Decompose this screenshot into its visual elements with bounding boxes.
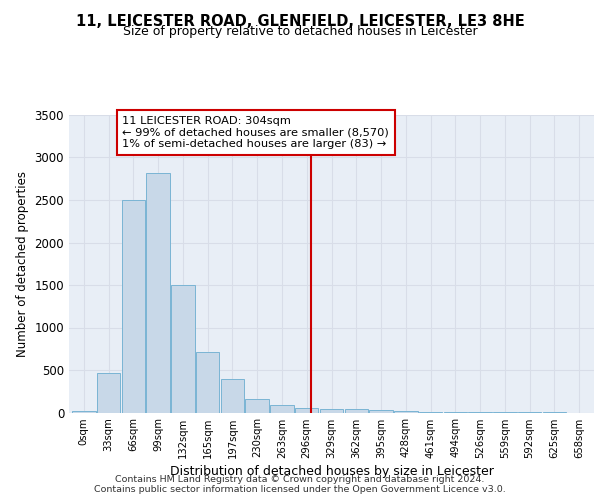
Bar bbox=[295, 408, 319, 412]
Bar bbox=[122, 200, 145, 412]
Bar bbox=[72, 411, 95, 412]
Text: 11, LEICESTER ROAD, GLENFIELD, LEICESTER, LE3 8HE: 11, LEICESTER ROAD, GLENFIELD, LEICESTER… bbox=[76, 14, 524, 29]
Text: Size of property relative to detached houses in Leicester: Size of property relative to detached ho… bbox=[122, 25, 478, 38]
Bar bbox=[270, 406, 294, 412]
Text: 11 LEICESTER ROAD: 304sqm
← 99% of detached houses are smaller (8,570)
1% of sem: 11 LEICESTER ROAD: 304sqm ← 99% of detac… bbox=[122, 116, 389, 149]
Bar bbox=[369, 410, 393, 412]
Bar bbox=[97, 372, 121, 412]
Bar bbox=[171, 285, 194, 412]
Bar bbox=[320, 409, 343, 412]
Bar bbox=[245, 400, 269, 412]
Bar bbox=[196, 352, 220, 412]
Text: Contains HM Land Registry data © Crown copyright and database right 2024.
Contai: Contains HM Land Registry data © Crown c… bbox=[94, 474, 506, 494]
Bar bbox=[146, 173, 170, 412]
X-axis label: Distribution of detached houses by size in Leicester: Distribution of detached houses by size … bbox=[170, 464, 493, 477]
Bar bbox=[394, 410, 418, 412]
Bar bbox=[344, 409, 368, 412]
Y-axis label: Number of detached properties: Number of detached properties bbox=[16, 171, 29, 357]
Bar bbox=[221, 380, 244, 412]
